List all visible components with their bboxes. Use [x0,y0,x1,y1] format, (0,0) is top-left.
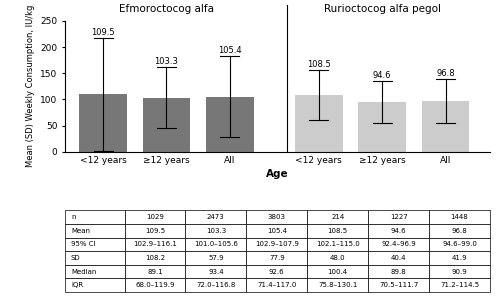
Text: 108.5: 108.5 [307,60,330,69]
Bar [422,101,470,152]
Text: 103.3: 103.3 [154,57,178,66]
Text: 96.8: 96.8 [436,69,455,78]
Bar [358,102,406,152]
Text: Efmoroctocog alfa: Efmoroctocog alfa [119,4,214,14]
Text: 94.6: 94.6 [373,71,392,80]
Text: Rurioctocog alfa pegol: Rurioctocog alfa pegol [324,4,440,14]
Y-axis label: Mean (SD) Weekly Consumption, IU/kg: Mean (SD) Weekly Consumption, IU/kg [26,5,35,167]
Bar [80,94,127,152]
Bar [142,98,190,152]
Bar [206,97,254,152]
Text: 105.4: 105.4 [218,46,242,55]
Bar [295,95,343,152]
Text: 109.5: 109.5 [91,28,115,37]
X-axis label: Age: Age [266,169,289,179]
